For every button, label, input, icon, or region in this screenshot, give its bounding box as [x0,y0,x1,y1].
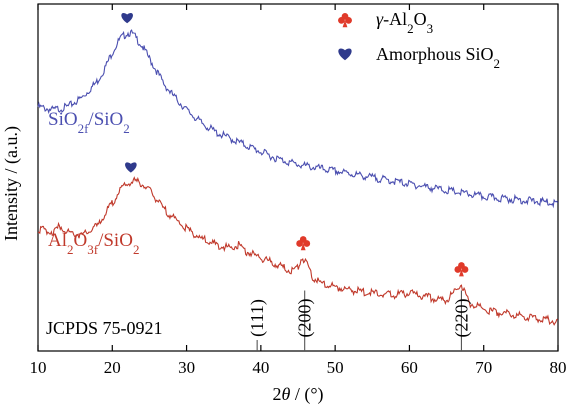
x-tick-label: 20 [104,358,121,377]
x-tick-label: 80 [550,358,567,377]
series-label-sio2f: SiO2f/SiO2 [48,109,130,136]
peak-marker-heart-icon [121,13,133,24]
peak-marker-club-icon-lobe-right [303,240,311,247]
peak-marker-heart-icon [125,162,137,173]
x-tick-label: 10 [30,358,47,377]
reference-hkl-label: (220) [451,299,472,338]
peak-marker-club-icon-lobe-left [296,240,303,247]
legend-label-gamma-al2o3: γ-Al2O3 [376,9,433,36]
peak-marker-club-icon [296,236,311,251]
reference-hkl-label: (111) [247,299,268,337]
x-tick-label: 40 [252,358,269,377]
peak-marker-club-icon-stem [300,243,306,251]
legend-club-icon-lobe-left [338,17,345,24]
reference-label: JCPDS 75-0921 [46,318,163,338]
series-line-1 [37,29,559,209]
series-line-2 [37,176,558,326]
peak-marker-club-icon-lobe-right [461,266,469,273]
plot-frame [37,3,559,352]
x-tick-label: 30 [178,358,195,377]
legend-club-icon-stem [342,20,348,28]
x-tick-label: 50 [327,358,344,377]
series-label-al2o3f: Al2O3f/SiO2 [48,230,139,257]
x-tick-label: 60 [401,358,418,377]
legend-club-icon-lobe-right [345,17,352,24]
x-tick-label: 70 [475,358,492,377]
legend-label-amorphous-sio2: Amorphous SiO2 [376,44,500,71]
legend-club-icon [338,13,352,28]
x-axis-label: 2θ / (°) [272,384,323,405]
y-axis-label: Intensity / (a.u.) [1,126,22,241]
peak-marker-club-icon-stem [459,269,464,277]
legend-heart-icon [338,48,352,61]
peak-marker-club-icon-lobe-left [454,266,462,273]
peak-marker-club-icon [454,262,469,277]
reference-hkl-label: (200) [295,299,316,338]
